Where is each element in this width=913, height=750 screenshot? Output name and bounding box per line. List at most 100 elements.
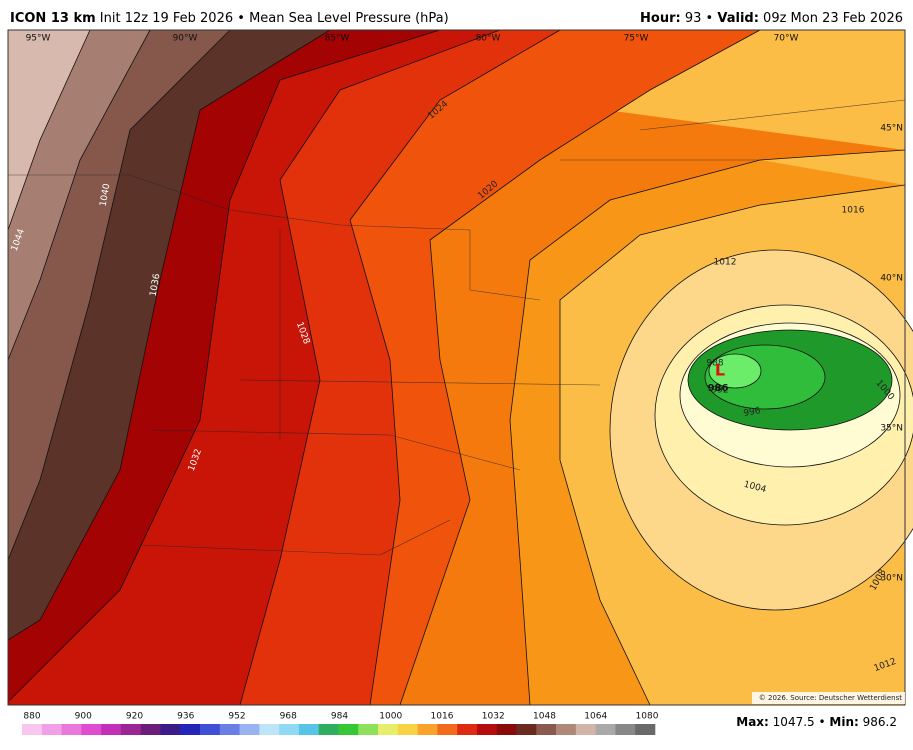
header-right: Hour: 93 • Valid: 09z Mon 23 Feb 2026 bbox=[640, 11, 903, 26]
max-label: Max: bbox=[736, 715, 769, 729]
colorbar-swatch bbox=[200, 724, 221, 735]
colorbar-swatch bbox=[41, 724, 62, 735]
pressure-band bbox=[708, 353, 762, 389]
contour-label: 1012 bbox=[714, 258, 737, 268]
longitude-label: 70°W bbox=[774, 34, 799, 44]
credit: © 2026. Source: Deutscher Wetterdienst bbox=[759, 694, 902, 702]
colorbar-swatch bbox=[397, 724, 418, 735]
longitude-label: 75°W bbox=[624, 34, 649, 44]
longitude-label: 95°W bbox=[26, 34, 51, 44]
colorbar-tick-label: 984 bbox=[331, 712, 348, 722]
border bbox=[8, 174, 231, 211]
colorbar-swatch bbox=[239, 724, 260, 735]
colorbar-swatch bbox=[516, 724, 537, 735]
credit-background bbox=[752, 692, 905, 704]
colorbar: 880 900 920 936 952 968 984 1000 1016 1032 1048 106… bbox=[22, 712, 659, 735]
map bbox=[7, 29, 913, 706]
footer: Max: 1047.5 • Min: 986.2 bbox=[736, 715, 897, 729]
colorbar-swatch bbox=[81, 724, 102, 735]
border bbox=[139, 519, 451, 556]
colorbar-tick-label: 1064 bbox=[584, 712, 607, 722]
low-pressure: 986 bbox=[708, 383, 729, 394]
latitude-label: 35°N bbox=[880, 424, 903, 434]
colorbar-tick-label: 1032 bbox=[482, 712, 505, 722]
isobar bbox=[399, 29, 761, 706]
low-symbol: L bbox=[715, 361, 725, 380]
colorbar-swatch bbox=[219, 724, 240, 735]
field: Mean Sea Level Pressure (hPa) bbox=[249, 11, 449, 26]
contour-label: 992 bbox=[711, 386, 728, 396]
colorbar-swatch bbox=[180, 724, 201, 735]
colorbar-swatch bbox=[476, 724, 498, 735]
pressure-band bbox=[8, 30, 150, 705]
separator: • bbox=[237, 11, 245, 26]
hour: 93 bbox=[685, 11, 702, 26]
colorbar-swatch bbox=[140, 724, 161, 735]
init: Init 12z 19 Feb 2026 bbox=[100, 11, 233, 26]
isobar bbox=[9, 29, 441, 701]
colorbar-swatch bbox=[120, 724, 141, 735]
isobar bbox=[7, 29, 331, 641]
colorbar-tick-label: 1000 bbox=[379, 712, 402, 722]
separator: • bbox=[819, 715, 826, 729]
longitude-label: 85°W bbox=[325, 34, 350, 44]
colorbar-tick-label: 920 bbox=[126, 712, 143, 722]
colorbar-swatch bbox=[457, 724, 478, 735]
contour-label: 1040 bbox=[99, 183, 113, 208]
border bbox=[229, 209, 471, 231]
latitude-label: 40°N bbox=[880, 274, 903, 284]
longitude-label: 90°W bbox=[173, 34, 198, 44]
min-label: Min: bbox=[829, 715, 858, 729]
longitude-label: 80°W bbox=[476, 34, 501, 44]
latitude-label: 30°N bbox=[880, 574, 903, 584]
separator: • bbox=[706, 11, 714, 26]
valid-label: Valid: bbox=[717, 11, 759, 26]
colorbar-swatch bbox=[61, 724, 82, 735]
contour-label: 1036 bbox=[149, 273, 163, 298]
colorbar-swatch bbox=[635, 724, 656, 735]
isobar bbox=[7, 29, 231, 561]
map-frame bbox=[7, 29, 906, 706]
colorbar-swatch bbox=[536, 724, 557, 735]
border bbox=[469, 230, 541, 301]
isobar bbox=[7, 29, 91, 231]
latitude-label: 45°N bbox=[880, 124, 903, 134]
min: 986.2 bbox=[863, 715, 897, 729]
model: ICON 13 km bbox=[10, 11, 96, 26]
colorbar-swatch bbox=[615, 724, 636, 735]
colorbar-swatch bbox=[378, 724, 399, 735]
hour-label: Hour: bbox=[640, 11, 681, 26]
colorbar-swatch bbox=[160, 724, 181, 735]
contour-label: 988 bbox=[706, 359, 723, 369]
colorbar-swatch bbox=[496, 724, 517, 735]
colorbar-swatch bbox=[298, 724, 320, 735]
contour-label: 996 bbox=[743, 406, 762, 419]
colorbar-tick-label: 936 bbox=[177, 712, 194, 722]
max: 1047.5 bbox=[773, 715, 815, 729]
colorbar-tick-label: 952 bbox=[228, 712, 245, 722]
contour-label: 1016 bbox=[842, 206, 865, 216]
border bbox=[639, 99, 906, 131]
colorbar-tick-label: 880 bbox=[23, 712, 40, 722]
colorbar-tick-label: 1080 bbox=[636, 712, 659, 722]
pressure-band bbox=[8, 30, 90, 705]
colorbar-swatch bbox=[279, 724, 300, 735]
valid: 09z Mon 23 Feb 2026 bbox=[763, 11, 903, 26]
colorbar-tick-label: 1016 bbox=[431, 712, 454, 722]
colorbar-swatch bbox=[101, 724, 122, 735]
colorbar-swatch bbox=[556, 724, 577, 735]
colorbar-swatch bbox=[575, 724, 596, 735]
colorbar-tick-label: 900 bbox=[75, 712, 92, 722]
header-left: ICON 13 km Init 12z 19 Feb 2026 • Mean S… bbox=[10, 11, 449, 26]
colorbar-swatch bbox=[417, 724, 438, 735]
colorbar-swatch bbox=[338, 724, 359, 735]
isobar bbox=[559, 184, 906, 706]
colorbar-swatch bbox=[595, 724, 616, 735]
colorbar-tick-label: 968 bbox=[280, 712, 297, 722]
isobar bbox=[239, 29, 501, 706]
isobar bbox=[7, 29, 151, 361]
colorbar-swatch bbox=[22, 724, 43, 735]
colorbar-swatch bbox=[437, 724, 458, 735]
isobar bbox=[349, 29, 561, 706]
